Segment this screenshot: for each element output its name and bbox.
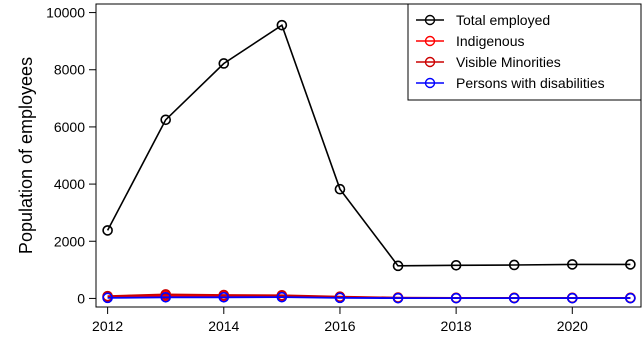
data-point <box>160 291 172 303</box>
legend-item: Persons with disabilities <box>416 75 605 91</box>
series-line <box>106 23 631 267</box>
y-tick-label: 2000 <box>54 233 85 249</box>
data-point <box>508 292 520 304</box>
x-tick-label: 2014 <box>208 318 239 334</box>
y-axis-title: Population of employees <box>16 57 36 254</box>
legend-item: Visible Minorities <box>416 54 561 70</box>
legend-item: Indigenous <box>416 33 525 49</box>
data-point <box>334 292 346 304</box>
data-point <box>160 114 172 126</box>
data-point <box>450 259 462 271</box>
data-point <box>450 292 462 304</box>
data-point <box>566 259 578 270</box>
data-point <box>102 225 113 236</box>
y-tick-label: 6000 <box>54 119 85 135</box>
series-total-employed <box>102 19 636 272</box>
legend-marker <box>424 77 436 89</box>
data-point <box>218 58 230 69</box>
x-tick-label: 2016 <box>324 318 355 334</box>
data-point <box>334 183 346 195</box>
legend-label: Indigenous <box>456 33 525 49</box>
legend-item: Total employed <box>416 12 550 28</box>
data-point <box>392 292 404 304</box>
y-tick-label: 0 <box>77 290 85 306</box>
series-line <box>107 296 631 300</box>
legend-label: Persons with disabilities <box>456 75 605 91</box>
data-point <box>392 260 404 272</box>
legend: Total employed Indigenous Visible Minoriti… <box>407 3 642 101</box>
legend-box <box>407 3 642 101</box>
data-point <box>625 259 636 270</box>
y-tick-label: 4000 <box>54 176 85 192</box>
data-point <box>566 292 578 304</box>
x-tick-label: 2018 <box>441 318 472 334</box>
legend-marker <box>424 35 436 47</box>
plot-area <box>102 19 636 304</box>
x-tick-label: 2012 <box>92 318 123 334</box>
data-point <box>625 292 636 304</box>
axes: 0 2000 4000 6000 8000 10000 2012 2014 2016 2018 20… <box>16 3 642 334</box>
series-persons-with-disabilities <box>102 291 636 304</box>
legend-marker <box>424 56 436 68</box>
y-tick-label: 8000 <box>54 62 85 78</box>
data-point <box>102 292 113 304</box>
data-point <box>160 289 172 300</box>
plot-frame <box>95 3 642 308</box>
legend-marker <box>424 14 436 26</box>
legend-label: Visible Minorities <box>456 54 561 70</box>
x-tick-label: 2020 <box>557 318 588 334</box>
y-tick-label: 10000 <box>46 5 85 21</box>
legend-label: Total employed <box>456 12 550 28</box>
data-point <box>276 291 288 303</box>
data-point <box>218 291 230 303</box>
data-point <box>276 19 288 31</box>
data-point <box>508 259 520 271</box>
